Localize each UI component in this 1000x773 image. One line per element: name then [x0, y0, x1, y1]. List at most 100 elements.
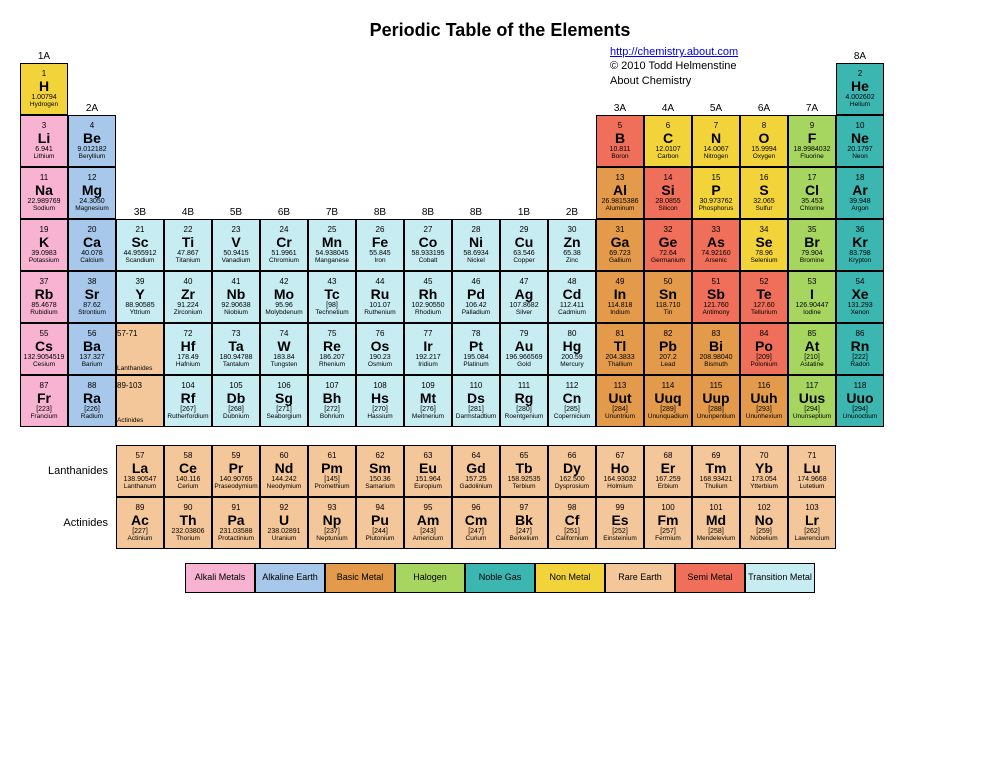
- element-name: Titanium: [165, 258, 211, 265]
- atomic-number: 7: [693, 122, 739, 130]
- element-symbol: Be: [69, 131, 115, 145]
- element-symbol: Ti: [165, 235, 211, 249]
- element-symbol: Cf: [549, 513, 595, 527]
- atomic-mass: 178.49: [165, 354, 211, 361]
- element-Ge: 32Ge72.64Germanium: [644, 219, 692, 271]
- atomic-number: 47: [501, 278, 547, 286]
- element-Hf: 72Hf178.49Hafnium: [164, 323, 212, 375]
- atomic-number: 61: [309, 452, 355, 460]
- group-label-5: 5B: [212, 207, 260, 219]
- element-symbol: Cm: [453, 513, 499, 527]
- element-name: Nickel: [453, 258, 499, 265]
- element-name: Rutherfordium: [165, 414, 211, 421]
- source-link[interactable]: http://chemistry.about.com: [610, 46, 738, 58]
- element-symbol: Lr: [789, 513, 835, 527]
- element-symbol: Sr: [69, 287, 115, 301]
- element-Uup: 115Uup[288]Ununpentium: [692, 375, 740, 427]
- element-Y: 39Y88.90585Yttrium: [116, 271, 164, 323]
- element-symbol: Tb: [501, 461, 547, 475]
- element-symbol: Uut: [597, 391, 643, 405]
- element-symbol: Si: [645, 183, 691, 197]
- group-label-3: 3B: [116, 207, 164, 219]
- element-Ga: 31Ga69.723Gallium: [596, 219, 644, 271]
- element-name: Thallium: [597, 362, 643, 369]
- atomic-number: 101: [693, 504, 739, 512]
- element-Zr: 40Zr91.224Zirconium: [164, 271, 212, 323]
- element-symbol: Pu: [357, 513, 403, 527]
- element-Nb: 41Nb92.90638Niobium: [212, 271, 260, 323]
- page-title: Periodic Table of the Elements: [20, 20, 980, 41]
- atomic-mass: 126.90447: [789, 302, 835, 309]
- atomic-mass: [243]: [405, 528, 451, 535]
- element-name: Thorium: [165, 536, 211, 543]
- atomic-number: 116: [741, 382, 787, 390]
- atomic-number: 49: [597, 278, 643, 286]
- element-name: Fluorine: [789, 154, 835, 161]
- series-label-actinides: Actinides: [20, 517, 116, 529]
- legend-noble: Noble Gas: [465, 563, 535, 593]
- atomic-number: 67: [597, 452, 643, 460]
- element-symbol: Uuo: [837, 391, 883, 405]
- atomic-number: 33: [693, 226, 739, 234]
- element-symbol: Sc: [117, 235, 163, 249]
- element-Am: 95Am[243]Americium: [404, 497, 452, 549]
- element-name: Rhodium: [405, 310, 451, 317]
- element-Ce: 58Ce140.116Cerium: [164, 445, 212, 497]
- atomic-number: 9: [789, 122, 835, 130]
- element-H: 1H1.00794Hydrogen: [20, 63, 68, 115]
- element-As: 33As74.92160Arsenic: [692, 219, 740, 271]
- element-name: Chromium: [261, 258, 307, 265]
- atomic-mass: 121.760: [693, 302, 739, 309]
- element-name: Uranium: [261, 536, 307, 543]
- atomic-mass: [288]: [693, 406, 739, 413]
- element-Bk: 97Bk[247]Berkelium: [500, 497, 548, 549]
- atomic-mass: 192.217: [405, 354, 451, 361]
- atomic-mass: 180.94788: [213, 354, 259, 361]
- element-symbol: Kr: [837, 235, 883, 249]
- atomic-mass: [276]: [405, 406, 451, 413]
- atomic-mass: [223]: [21, 406, 67, 413]
- element-symbol: Pt: [453, 339, 499, 353]
- atomic-number: 104: [165, 382, 211, 390]
- atomic-number: 97: [501, 504, 547, 512]
- element-Es: 99Es[252]Einsteinium: [596, 497, 644, 549]
- element-Ta: 73Ta180.94788Tantalum: [212, 323, 260, 375]
- element-Ne: 10Ne20.1797Neon: [836, 115, 884, 167]
- element-name: Curium: [453, 536, 499, 543]
- element-symbol: Pa: [213, 513, 259, 527]
- atomic-number: 78: [453, 330, 499, 338]
- element-name: Erbium: [645, 484, 691, 491]
- atomic-number: 91: [213, 504, 259, 512]
- atomic-number: 20: [69, 226, 115, 234]
- atomic-mass: 195.084: [453, 354, 499, 361]
- atomic-number: 86: [837, 330, 883, 338]
- atomic-number: 4: [69, 122, 115, 130]
- element-Cu: 29Cu63.546Copper: [500, 219, 548, 271]
- element-name: Chlorine: [789, 206, 835, 213]
- element-Lu: 71Lu174.9668Lutetium: [788, 445, 836, 497]
- element-name: Ruthenium: [357, 310, 403, 317]
- atomic-mass: [280]: [501, 406, 547, 413]
- atomic-number: 21: [117, 226, 163, 234]
- atomic-number: 88: [69, 382, 115, 390]
- atomic-mass: [247]: [453, 528, 499, 535]
- element-Gd: 64Gd157.25Gadolinium: [452, 445, 500, 497]
- element-Si: 14Si28.0855Silicon: [644, 167, 692, 219]
- atomic-mass: [284]: [597, 406, 643, 413]
- group-label-10: 8B: [452, 207, 500, 219]
- atomic-mass: 39.948: [837, 198, 883, 205]
- atomic-mass: [294]: [789, 406, 835, 413]
- atomic-number: 53: [789, 278, 835, 286]
- element-name: Technetium: [309, 310, 355, 317]
- element-He: 2He4.002602Helium: [836, 63, 884, 115]
- element-symbol: Mo: [261, 287, 307, 301]
- element-Ru: 44Ru101.07Ruthenium: [356, 271, 404, 323]
- element-I: 53I126.90447Iodine: [788, 271, 836, 323]
- element-Uuh: 116Uuh[293]Ununhexium: [740, 375, 788, 427]
- element-name: Praseodymium: [213, 484, 259, 491]
- atomic-number: 54: [837, 278, 883, 286]
- element-Tc: 43Tc[98]Technetium: [308, 271, 356, 323]
- element-Cs: 55Cs132.9054519Cesium: [20, 323, 68, 375]
- atomic-mass: 150.36: [357, 476, 403, 483]
- atomic-mass: 1.00794: [21, 94, 67, 101]
